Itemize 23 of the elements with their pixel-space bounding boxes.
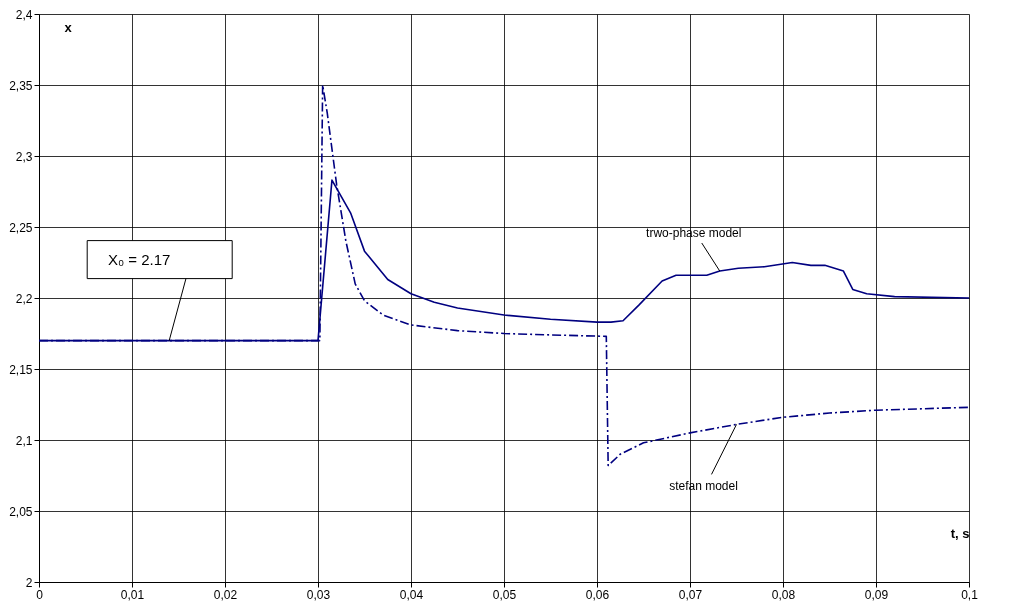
- x-tick-label: 0,08: [771, 587, 796, 602]
- x-tick-label: 0,05: [492, 587, 517, 602]
- x-tick-label: 0,03: [306, 587, 331, 602]
- y-tick-label: 2,4: [15, 7, 33, 22]
- x-tick-label: 0,02: [213, 587, 238, 602]
- y-tick-label: 2,35: [9, 78, 33, 93]
- x-tick-label: 0,07: [678, 587, 703, 602]
- x-tick-label: 0,04: [399, 587, 424, 602]
- x-tick-label: 0,06: [585, 587, 610, 602]
- x-tick-label: 0,09: [864, 587, 889, 602]
- x-tick-label: 0,1: [961, 587, 979, 602]
- y-tick-label: 2,05: [9, 504, 33, 519]
- y-tick-label: 2,15: [9, 362, 33, 377]
- y-tick-label: 2,25: [9, 220, 33, 235]
- y-tick-label: 2,3: [15, 149, 33, 164]
- y-axis-title: x: [64, 19, 73, 35]
- y-tick-label: 2,1: [15, 433, 33, 448]
- y-tick-label: 2,2: [15, 291, 33, 306]
- x-tick-label: 0: [36, 587, 44, 602]
- x-tick-label: 0,01: [120, 587, 145, 602]
- x-axis-title: t, s: [950, 525, 970, 541]
- annotation: X₀ = 2.17: [107, 250, 171, 268]
- y-tick-label: 2: [25, 575, 33, 590]
